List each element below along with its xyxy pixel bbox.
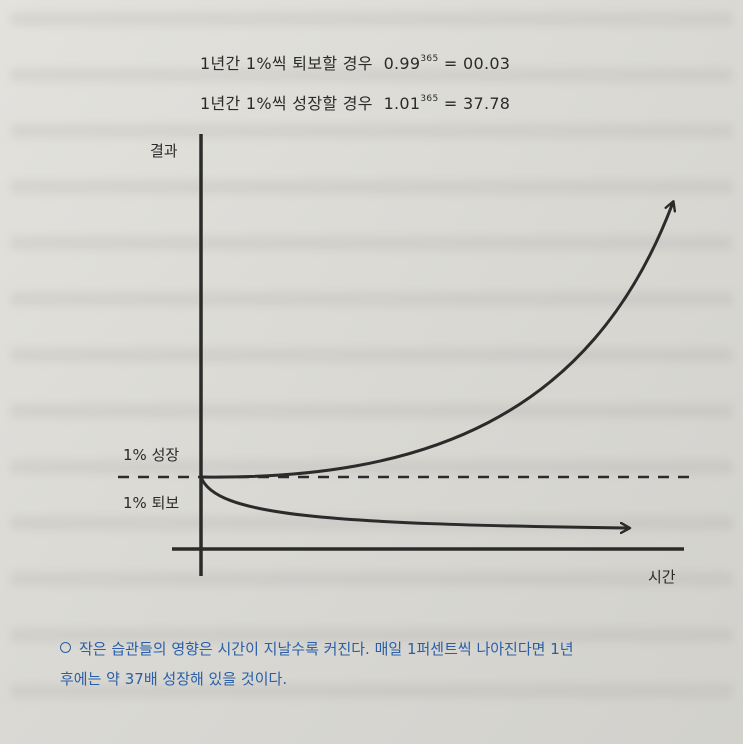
bleed-through-line: [10, 236, 733, 250]
decline-curve: [199, 475, 626, 528]
bleed-through-line: [10, 12, 733, 26]
growth-label: 1% 성장: [123, 446, 180, 464]
bleed-through-line: [10, 684, 733, 698]
formula-decline-result: 00.03: [462, 54, 511, 73]
formula-growth-equals: =: [443, 94, 458, 113]
circle-bullet-icon: [60, 642, 71, 653]
figure-caption: 작은 습관들의 영향은 시간이 지날수록 커진다. 매일 1퍼센트씩 나아진다면…: [60, 634, 690, 694]
bleed-through-line: [10, 292, 733, 306]
formula-decline-label: 1년간 1%씩 퇴보할 경우: [200, 54, 373, 73]
formula-decline-equals: =: [443, 54, 458, 73]
decline-label: 1% 퇴보: [123, 494, 180, 512]
formula-growth-base: 1.01: [383, 94, 421, 113]
formula-decline-base: 0.99: [383, 54, 421, 73]
bleed-through-line: [10, 180, 733, 194]
y-axis-label: 결과: [150, 142, 178, 160]
formula-decline-exponent: 365: [420, 54, 439, 64]
formula-growth-label: 1년간 1%씩 성장할 경우: [200, 94, 373, 113]
bleed-through-line: [10, 348, 733, 362]
formula-decline: 1년간 1%씩 퇴보할 경우 0.99365 = 00.03: [200, 50, 510, 74]
bleed-through-line: [10, 572, 733, 586]
caption-line-2: 후에는 약 37배 성장해 있을 것이다.: [60, 670, 288, 688]
bleed-through-line: [10, 124, 733, 138]
formula-growth: 1년간 1%씩 성장할 경우 1.01365 = 37.78: [200, 90, 510, 114]
bleed-through-line: [10, 68, 733, 82]
growth-curve: [199, 205, 672, 479]
x-axis-label: 시간: [648, 568, 676, 586]
formula-growth-exponent: 365: [420, 94, 439, 104]
bleed-through-line: [10, 460, 733, 474]
caption-line-1: 작은 습관들의 영향은 시간이 지날수록 커진다. 매일 1퍼센트씩 나아진다면…: [60, 634, 690, 664]
formula-growth-result: 37.78: [462, 94, 511, 113]
bleed-through-line: [10, 628, 733, 642]
bleed-through-line: [10, 404, 733, 418]
caption-line-1-text: 작은 습관들의 영향은 시간이 지날수록 커진다. 매일 1퍼센트씩 나아진다면…: [79, 640, 574, 658]
